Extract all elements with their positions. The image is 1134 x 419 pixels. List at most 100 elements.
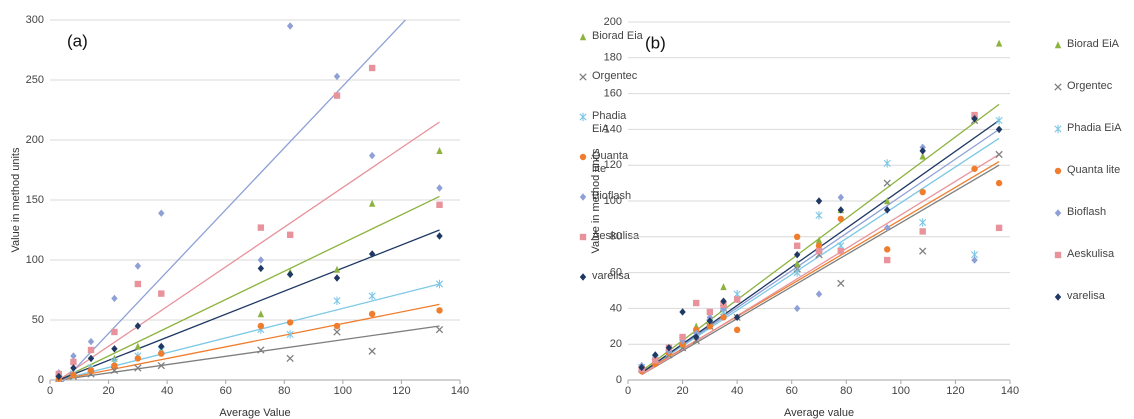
legend-label: varelisa bbox=[1067, 290, 1105, 302]
point bbox=[815, 211, 823, 220]
legend-entry: Phadia EiA bbox=[1067, 122, 1121, 134]
point bbox=[793, 259, 801, 267]
trend-line bbox=[641, 103, 1000, 372]
point bbox=[111, 328, 118, 336]
point bbox=[884, 197, 891, 205]
legend-entry: Quanta lite bbox=[592, 150, 629, 175]
legend-entry: Bioflash bbox=[592, 190, 632, 202]
point bbox=[87, 346, 95, 354]
x-tick-label: 100 bbox=[334, 385, 352, 397]
legend-entry: Aeskulisa bbox=[1067, 248, 1115, 260]
point bbox=[919, 228, 926, 235]
legend-label: Biorad EiA bbox=[1067, 38, 1119, 50]
legend-marker bbox=[1054, 124, 1062, 134]
legend-entry: Aeskulisa bbox=[592, 230, 639, 242]
point bbox=[733, 313, 741, 322]
point bbox=[679, 333, 686, 341]
point bbox=[368, 310, 376, 318]
x-tick-label: 0 bbox=[47, 385, 53, 397]
y-tick-label: 250 bbox=[26, 74, 44, 86]
point bbox=[652, 357, 659, 364]
y-tick-label: 200 bbox=[26, 134, 44, 146]
point bbox=[286, 319, 294, 326]
point bbox=[368, 64, 376, 72]
point bbox=[55, 372, 62, 381]
trend-line bbox=[58, 303, 440, 381]
legend-label: Aeskulisa bbox=[1067, 248, 1115, 260]
point bbox=[368, 347, 376, 355]
legend-entry: Orgentec bbox=[592, 70, 637, 82]
point bbox=[333, 274, 341, 282]
point bbox=[815, 242, 823, 249]
point bbox=[368, 151, 376, 160]
legend-marker bbox=[579, 153, 587, 161]
x-tick-label: 140 bbox=[451, 385, 469, 397]
legend-label: varelisa bbox=[592, 270, 630, 282]
panel: 0 20 40 60 80 100 120 140 160 180 200 0 20 40 60 80 100 1… bbox=[590, 16, 1122, 419]
point bbox=[733, 296, 741, 303]
point bbox=[837, 206, 845, 214]
point bbox=[883, 179, 891, 187]
point bbox=[733, 326, 741, 334]
point bbox=[436, 201, 443, 208]
x-tick-label: 60 bbox=[786, 385, 798, 397]
point bbox=[919, 247, 927, 255]
point bbox=[368, 199, 376, 207]
point bbox=[436, 232, 443, 240]
legend-marker bbox=[579, 233, 587, 241]
legend-label: Biorad Eia bbox=[592, 30, 643, 42]
point bbox=[134, 342, 142, 350]
point bbox=[286, 231, 294, 238]
legend-entry: Quanta lite bbox=[1067, 164, 1121, 176]
point bbox=[333, 72, 341, 81]
point bbox=[679, 308, 686, 316]
point bbox=[368, 291, 376, 301]
x-tick-label: 120 bbox=[946, 385, 964, 397]
legend-label: Quanta lite bbox=[592, 150, 629, 175]
point bbox=[435, 279, 444, 289]
y-tick-label: 50 bbox=[32, 314, 44, 326]
legend-entry: varelisa bbox=[1067, 290, 1105, 302]
point bbox=[87, 367, 95, 374]
y-tick-label: 300 bbox=[26, 14, 44, 26]
point bbox=[884, 224, 891, 232]
legend-marker bbox=[1054, 251, 1062, 259]
trend-line bbox=[58, 283, 440, 381]
trend-line bbox=[61, 20, 407, 382]
point bbox=[837, 247, 845, 255]
point bbox=[971, 114, 978, 123]
point bbox=[257, 346, 265, 354]
point bbox=[995, 150, 1003, 159]
y-tick-label: 150 bbox=[26, 194, 44, 206]
point bbox=[815, 236, 823, 244]
y-tick-label: 120 bbox=[604, 159, 622, 171]
point bbox=[286, 22, 294, 30]
y-tick-label: 40 bbox=[610, 302, 622, 314]
point bbox=[706, 308, 714, 316]
point bbox=[436, 184, 443, 192]
legend-entry: Bioflash bbox=[1067, 206, 1106, 218]
point bbox=[111, 362, 118, 369]
legend-entry: Phadia EiA bbox=[592, 110, 626, 135]
point bbox=[70, 364, 77, 372]
point bbox=[837, 215, 845, 223]
point bbox=[815, 247, 823, 255]
point bbox=[720, 297, 727, 305]
legend-label: Quanta lite bbox=[1067, 164, 1121, 176]
point bbox=[134, 364, 142, 372]
x-tick-label: 40 bbox=[161, 385, 173, 397]
y-tick-label: 100 bbox=[26, 254, 44, 266]
point bbox=[70, 358, 77, 366]
point bbox=[720, 314, 727, 321]
point bbox=[919, 152, 926, 160]
point bbox=[793, 251, 801, 259]
point bbox=[919, 218, 927, 227]
point bbox=[884, 246, 891, 253]
legend-label: Bioflash bbox=[592, 190, 632, 202]
trend-line bbox=[58, 229, 440, 381]
y-axis-title: Value in method units bbox=[590, 148, 602, 253]
point bbox=[995, 179, 1003, 187]
point bbox=[158, 290, 165, 297]
trend-line bbox=[641, 164, 1000, 376]
